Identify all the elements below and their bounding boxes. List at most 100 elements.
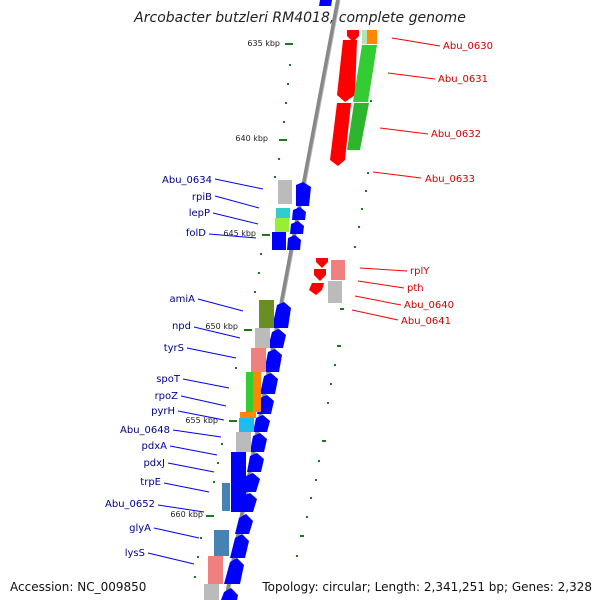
feature-cds [353,45,377,102]
feature-cds [222,483,230,511]
coordinate-ticks: 635 kbp 640 kbp 645 kbp 650 kbp 655 kbp … [170,39,280,519]
label-leader [186,347,237,359]
reverse-gene-arrow [309,283,324,295]
minor-tick [322,440,326,442]
minor-tick [337,345,341,347]
minor-tick [217,462,219,464]
gene-label: lepP [189,208,210,219]
gene-label: trpE [140,477,161,488]
forward-gene-arrow [319,0,332,6]
forward-cds-blocks [204,180,292,600]
reverse-strand-features [309,30,377,303]
label-leader [391,37,441,47]
gene-label: lysS [125,548,145,559]
tick-dash-track [206,43,293,517]
label-leader [359,267,408,272]
forward-gene-arrow [272,302,291,328]
topology-text: Topology: circular; Length: 2,341,251 bp… [262,580,592,594]
minor-tick [278,158,280,160]
minor-tick [221,443,223,445]
tick-label-635: 635 kbp [247,39,280,48]
minor-tick [358,226,360,228]
minor-tick [194,576,196,578]
forward-gene-arrow [287,235,301,250]
label-leader [147,552,195,565]
gene-label: pth [407,283,424,294]
minor-tick [274,176,276,178]
label-leader [212,212,259,225]
feature-cds [331,260,345,280]
tick-label-650: 650 kbp [205,322,238,331]
label-leader [182,378,230,389]
feature-cds [272,232,286,250]
forward-strand-features [221,0,332,600]
forward-gene-arrow [235,514,253,534]
forward-gene-arrow [247,453,264,472]
minor-tick [260,253,262,255]
feature-cds [251,348,266,372]
feature-cds [328,281,342,303]
minor-tick [300,535,304,537]
forward-gene-arrow [224,558,244,584]
feature-cds [255,328,270,348]
feature-cds [259,300,274,328]
forward-gene-arrow [221,588,238,600]
feature-cds [275,218,289,232]
feature-cds [208,556,223,584]
forward-gene-arrow [253,415,270,432]
label-leader [167,462,215,473]
gene-label: rpoZ [155,391,179,402]
minor-tick [296,555,298,557]
minor-tick [200,537,202,539]
tick-label-660: 660 kbp [170,510,203,519]
label-leader [357,280,405,289]
forward-gene-arrow [268,329,286,348]
label-leader [169,445,218,456]
feature-cds [239,418,254,432]
gene-label: Abu_0633 [425,174,475,185]
minor-tick [289,64,291,66]
accession-text: Accession: NC_009850 [10,580,147,594]
forward-gene-arrow [292,207,306,220]
forward-gene-arrow [230,534,249,558]
minor-ticks-left [194,64,291,578]
minor-tick [287,83,289,85]
forward-gene-arrow [290,221,304,234]
feature-cds [367,30,377,44]
forward-gene-labels: Abu_0634 rpiB lepP folD amiA npd tyrS sp… [105,175,264,565]
label-leader [351,309,399,321]
minor-tick [334,364,336,366]
gene-label: Abu_0641 [401,316,451,327]
feature-cds [253,372,261,412]
minor-tick [235,367,237,369]
minor-tick [354,246,356,248]
forward-gene-arrow [242,473,260,492]
tick-label-640: 640 kbp [235,134,268,143]
reverse-gene-labels: Abu_0630 Abu_0631 Abu_0632 Abu_0633 rplY… [351,37,493,327]
map-title: Arcobacter butzleri RM4018, complete gen… [133,10,466,26]
feature-cds [231,452,246,512]
gene-label: Abu_0652 [105,499,155,510]
forward-gene-arrow [264,349,282,372]
gene-label: folD [186,228,206,239]
tick-label-645: 645 kbp [223,229,256,238]
label-leader [172,429,222,438]
gene-label: spoT [156,374,181,385]
feature-cds [214,530,229,556]
feature-cds [347,103,369,150]
label-leader [197,298,244,312]
minor-tick [327,402,329,404]
reverse-gene-arrow [337,40,357,102]
feature-cds [236,432,251,452]
minor-tick [285,102,287,104]
minor-tick [310,497,312,499]
minor-tick [367,172,369,174]
gene-label: pdxA [142,441,168,452]
label-leader [379,127,429,135]
label-leader [372,171,422,179]
feature-cds [240,412,256,418]
label-leader [163,482,210,493]
reverse-gene-arrow [330,103,351,166]
minor-tick [318,460,320,462]
